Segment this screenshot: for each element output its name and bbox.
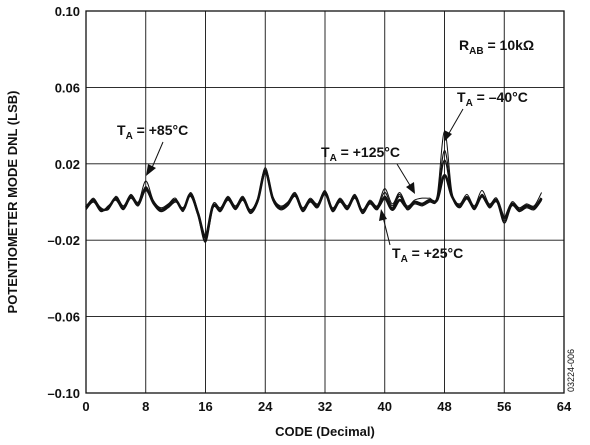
x-tick-label: 56 <box>497 399 511 414</box>
svg-text:TA = +85°C: TA = +85°C <box>117 122 188 142</box>
figure-id: 03224-006 <box>566 349 576 392</box>
x-tick-label: 24 <box>258 399 273 414</box>
annotation-125c-sub: A <box>330 153 337 164</box>
annotation-minus40c: TA = –40°C <box>444 89 528 142</box>
svg-text:TA = +125°C: TA = +125°C <box>321 144 400 164</box>
y-tick-label: –0.02 <box>47 233 80 248</box>
annotation-rab-rest: = 10kΩ <box>484 37 535 53</box>
arrow-85c-head <box>146 164 156 176</box>
y-tick-label: –0.06 <box>47 310 80 325</box>
arrow-minus40c-head <box>444 130 452 142</box>
x-tick-label: 48 <box>437 399 451 414</box>
arrow-125c-head <box>406 182 415 194</box>
x-tick-label: 32 <box>318 399 332 414</box>
arrow-25c-line <box>382 216 391 246</box>
annotation-125c: TA = +125°C <box>321 144 415 194</box>
annotation-125c-main: T <box>321 144 330 160</box>
annotation-125c-rest: = +125°C <box>337 144 400 160</box>
annotation-minus40c-rest: = –40°C <box>473 89 528 105</box>
arrow-125c-line <box>396 163 412 188</box>
grid <box>86 11 564 393</box>
annotation-25c-rest: = +25°C <box>408 245 463 261</box>
annotation-85c: TA = +85°C <box>117 122 188 176</box>
annotation-rab-sub: AB <box>469 46 483 57</box>
x-tick-label: 16 <box>198 399 212 414</box>
annotation-85c-sub: A <box>126 131 133 142</box>
arrow-minus40c-line <box>447 108 464 136</box>
y-axis-title: POTENTIOMETER MODE DNL (LSB) <box>5 91 20 314</box>
svg-text:TA = +25°C: TA = +25°C <box>392 245 463 265</box>
x-axis-title: CODE (Decimal) <box>275 424 375 439</box>
annotation-25c-main: T <box>392 245 401 261</box>
annotation-minus40c-sub: A <box>466 98 473 109</box>
arrow-25c-head <box>379 209 387 221</box>
annotation-minus40c-main: T <box>457 89 466 105</box>
svg-text:TA = –40°C: TA = –40°C <box>457 89 528 109</box>
annotation-85c-rest: = +85°C <box>133 122 188 138</box>
annotation-rab: RAB = 10kΩ <box>459 37 534 57</box>
annotation-rab-main: R <box>459 37 469 53</box>
x-tick-label: 8 <box>142 399 149 414</box>
y-tick-label: 0.06 <box>55 80 80 95</box>
series-layer <box>84 130 543 243</box>
tick-labels: 0 8 16 24 32 40 48 56 64 –0.10 –0.06 –0.02 0.02 0.06 0… <box>47 4 572 414</box>
x-tick-label: 40 <box>378 399 392 414</box>
plot-frame <box>85 10 565 394</box>
annotation-25c-sub: A <box>401 254 408 265</box>
annotation-25c: TA = +25°C <box>379 209 463 265</box>
y-tick-label: 0.10 <box>55 4 80 19</box>
y-tick-label: –0.10 <box>47 386 80 401</box>
annotation-85c-main: T <box>117 122 126 138</box>
x-tick-label: 64 <box>557 399 572 414</box>
series-line-4 <box>84 170 543 238</box>
x-tick-label: 0 <box>82 399 89 414</box>
series-line-2 <box>85 130 543 239</box>
arrow-85c-line <box>150 141 164 171</box>
y-tick-label: 0.02 <box>55 157 80 172</box>
